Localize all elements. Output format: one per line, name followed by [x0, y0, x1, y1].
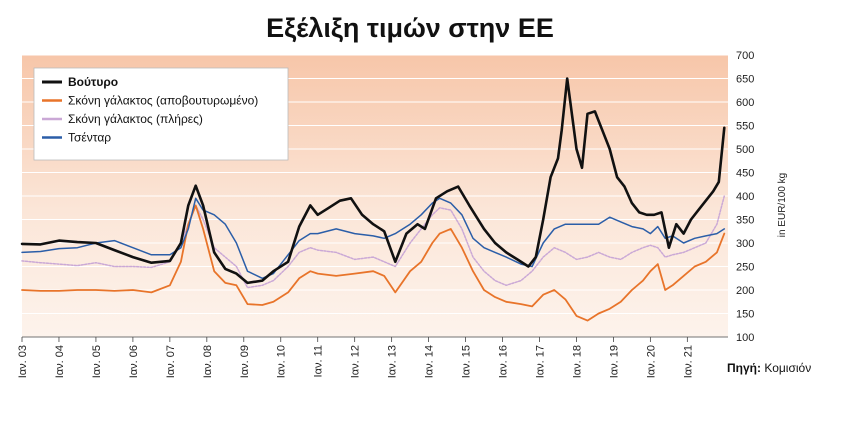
legend-box [33, 67, 289, 161]
x-tick-label-12: Ιαν. 15 [461, 345, 473, 378]
x-tick-label-6: Ιαν. 09 [239, 345, 251, 378]
legend-label-3: Τσένταρ [68, 131, 111, 145]
y-tick-label-10: 600 [736, 97, 754, 109]
x-tick-label-9: Ιαν. 12 [350, 345, 362, 378]
y-tick-label-5: 350 [736, 215, 754, 227]
y-tick-label-3: 250 [736, 262, 754, 274]
x-tick-label-10: Ιαν. 13 [387, 345, 399, 378]
y-axis-label: in EUR/100 kg [777, 173, 788, 237]
series-lines [20, 77, 726, 322]
legend-label-0: Βούτυρο [68, 75, 118, 89]
x-tick-label-18: Ιαν. 21 [682, 345, 694, 378]
y-tick-label-4: 300 [736, 238, 754, 250]
y-tick-label-0: 100 [736, 332, 754, 344]
y-tick-label-2: 200 [736, 285, 754, 297]
y-axis-ticks: 100 150 200 250 300 350 400 450 500 550 600 650 700 [736, 50, 754, 344]
x-tick-label-4: Ιαν. 07 [165, 345, 177, 378]
x-tick-label-17: Ιαν. 20 [645, 345, 657, 378]
y-tick-label-12: 700 [736, 50, 754, 62]
legend: Βούτυρο Σκόνη γάλακτος (αποβουτυρωμένο) Σκ… [33, 67, 289, 161]
x-tick-label-16: Ιαν. 19 [608, 345, 620, 378]
x-tick-label-1: Ιαν. 04 [54, 345, 66, 378]
y-tick-label-11: 650 [736, 74, 754, 86]
source-label: Πηγή: Κομισιόν [727, 361, 811, 375]
y-tick-label-8: 500 [736, 144, 754, 156]
x-tick-label-8: Ιαν. 11 [313, 345, 325, 377]
x-tick-label-14: Ιαν. 17 [534, 345, 546, 378]
legend-label-2: Σκόνη γάλακτος (πλήρες) [68, 112, 203, 126]
x-tick-label-7: Ιαν. 10 [276, 345, 288, 378]
x-tick-label-3: Ιαν. 06 [128, 345, 140, 378]
x-tick-label-15: Ιαν. 18 [571, 345, 583, 378]
y-tick-label-1: 150 [736, 309, 754, 321]
x-tick-label-13: Ιαν. 16 [498, 345, 510, 378]
y-tick-label-9: 550 [736, 121, 754, 133]
chart-title: Εξέλιξη τιμών στην ΕΕ [266, 13, 554, 43]
x-tick-label-2: Ιαν. 05 [91, 345, 103, 378]
y-tick-label-7: 450 [736, 168, 754, 180]
series-line-3 [21, 197, 726, 280]
y-tick-label-6: 400 [736, 191, 754, 203]
x-tick-label-11: Ιαν. 14 [424, 345, 436, 378]
series-line-0 [20, 77, 726, 285]
x-tick-label-0: Ιαν. 03 [17, 345, 29, 378]
x-tick-label-5: Ιαν. 08 [202, 345, 214, 378]
series-line-2 [21, 195, 726, 289]
x-axis-ticks: Ιαν. 03 Ιαν. 04 Ιαν. 05 Ιαν. 06 Ιαν. 07 Ιαν. … [17, 336, 728, 378]
legend-label-1: Σκόνη γάλακτος (αποβουτυρωμένο) [68, 94, 258, 108]
